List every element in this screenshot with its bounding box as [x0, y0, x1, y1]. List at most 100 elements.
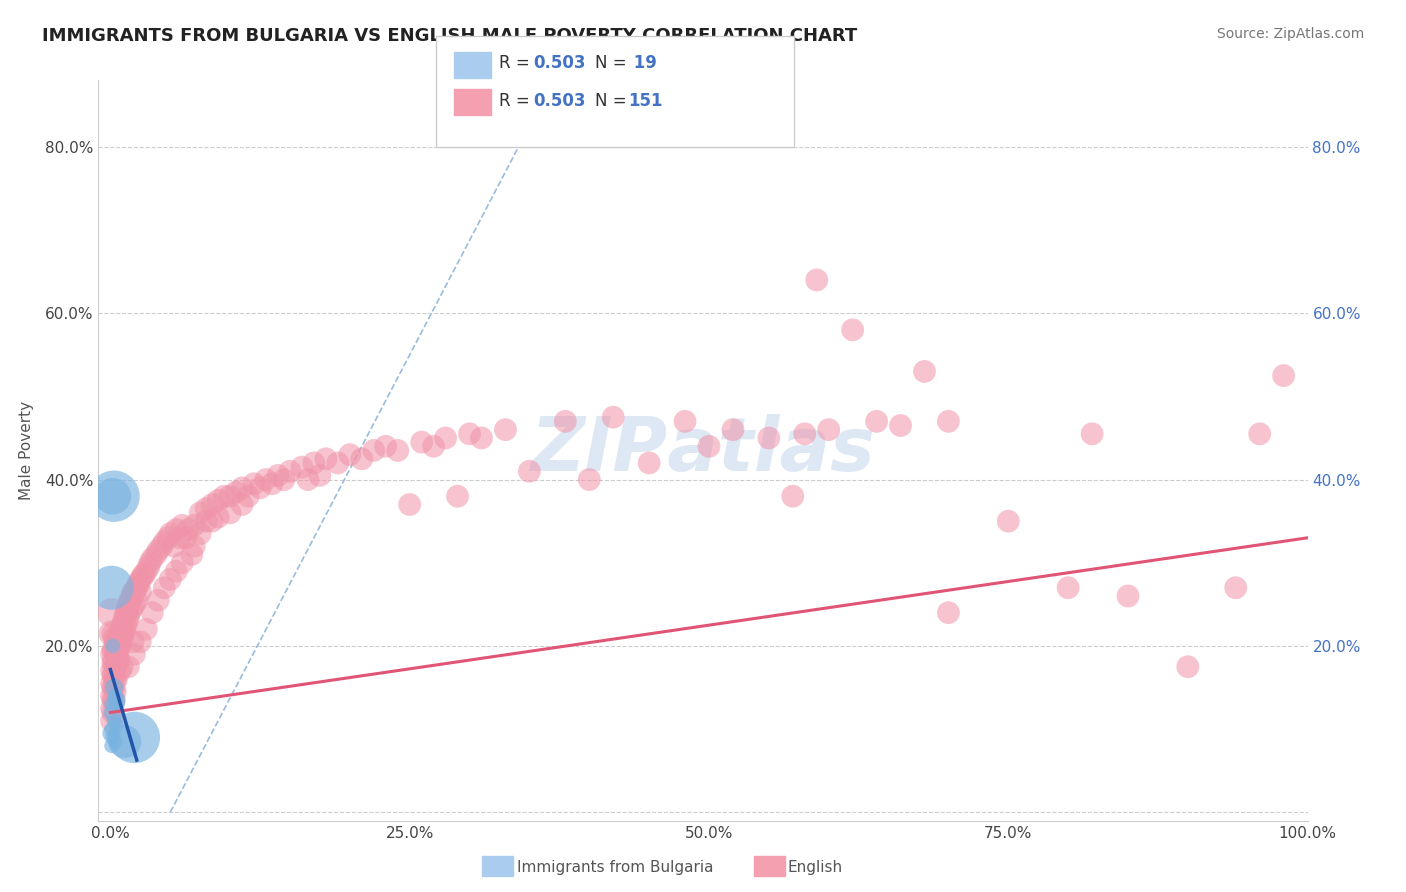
Point: [132, 568, 155, 582]
Point: [118, 593, 141, 607]
Text: IMMIGRANTS FROM BULGARIA VS ENGLISH MALE POVERTY CORRELATION CHART: IMMIGRANTS FROM BULGARIA VS ENGLISH MALE…: [42, 27, 858, 45]
Point: [446, 489, 468, 503]
Point: [145, 548, 167, 562]
Point: [273, 473, 295, 487]
Point: [117, 610, 139, 624]
Point: [254, 473, 277, 487]
Point: [107, 656, 129, 670]
Point: [398, 498, 420, 512]
Point: [115, 618, 138, 632]
Point: [114, 610, 136, 624]
Point: [374, 439, 396, 453]
Point: [231, 498, 253, 512]
Point: [100, 689, 122, 703]
Point: [100, 626, 122, 640]
Point: [195, 501, 218, 516]
Point: [156, 531, 179, 545]
Point: [117, 659, 139, 673]
Point: [1177, 659, 1199, 673]
Point: [177, 523, 200, 537]
Point: [1225, 581, 1247, 595]
Point: [100, 739, 122, 753]
Point: [135, 623, 157, 637]
Point: [139, 556, 162, 570]
Point: [225, 485, 247, 500]
Point: [104, 734, 127, 748]
Point: [105, 647, 128, 661]
Point: [183, 518, 205, 533]
Point: [105, 672, 128, 686]
Point: [291, 460, 314, 475]
Point: [793, 426, 815, 441]
Point: [104, 634, 127, 648]
Point: [104, 689, 127, 703]
Point: [806, 273, 828, 287]
Point: [124, 731, 146, 745]
Point: [302, 456, 325, 470]
Point: [103, 681, 125, 695]
Point: [120, 593, 142, 607]
Text: English: English: [787, 860, 842, 874]
Point: [153, 535, 176, 549]
Point: [100, 606, 122, 620]
Point: [148, 543, 170, 558]
Point: [129, 634, 152, 648]
Point: [172, 518, 194, 533]
Point: [169, 531, 191, 545]
Point: [153, 581, 176, 595]
Point: [207, 510, 229, 524]
Point: [231, 481, 253, 495]
Point: [350, 451, 373, 466]
Point: [554, 414, 576, 428]
Point: [101, 681, 124, 695]
Point: [125, 593, 148, 607]
Point: [129, 585, 152, 599]
Point: [278, 464, 301, 478]
Point: [434, 431, 457, 445]
Point: [938, 414, 960, 428]
Point: [260, 476, 283, 491]
Point: [121, 589, 143, 603]
Point: [201, 514, 224, 528]
Point: [938, 606, 960, 620]
Point: [1249, 426, 1271, 441]
Point: [165, 523, 187, 537]
Point: [914, 364, 936, 378]
Point: [122, 585, 145, 599]
Text: 19: 19: [628, 54, 658, 72]
Point: [107, 639, 129, 653]
Point: [107, 631, 129, 645]
Point: [183, 539, 205, 553]
Point: [100, 726, 122, 740]
Point: [129, 573, 152, 587]
Point: [267, 468, 290, 483]
Point: [470, 431, 492, 445]
Point: [165, 564, 187, 578]
Point: [100, 714, 122, 728]
Point: [195, 514, 218, 528]
Point: [100, 697, 122, 711]
Point: [101, 656, 124, 670]
Point: [101, 489, 124, 503]
Point: [309, 468, 332, 483]
Point: [103, 631, 125, 645]
Point: [817, 423, 839, 437]
Point: [105, 693, 128, 707]
Text: R =: R =: [499, 54, 536, 72]
Point: [115, 606, 138, 620]
Point: [101, 706, 124, 720]
Point: [339, 448, 361, 462]
Point: [519, 464, 541, 478]
Point: [578, 473, 600, 487]
Point: [107, 643, 129, 657]
Point: [111, 618, 134, 632]
Point: [997, 514, 1019, 528]
Point: [1116, 589, 1139, 603]
Point: [112, 614, 135, 628]
Point: [103, 693, 125, 707]
Point: [758, 431, 780, 445]
Point: [110, 634, 132, 648]
Point: [110, 623, 132, 637]
Point: [1272, 368, 1295, 383]
Point: [100, 676, 122, 690]
